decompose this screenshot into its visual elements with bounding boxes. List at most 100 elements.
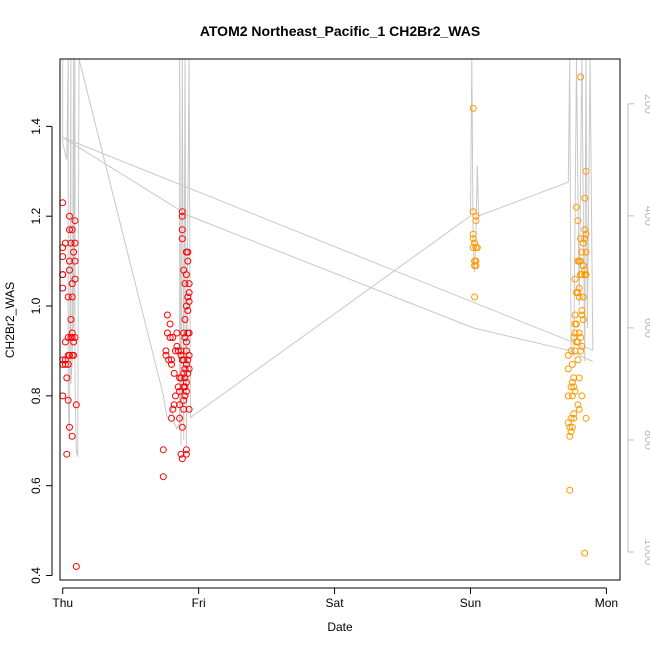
data-point	[71, 275, 79, 283]
data-point	[63, 450, 71, 458]
line-series	[62, 58, 594, 457]
data-point	[181, 280, 189, 288]
data-point	[71, 217, 79, 225]
data-point	[185, 289, 193, 297]
data-point	[182, 378, 190, 386]
data-point	[582, 414, 590, 422]
data-point	[185, 365, 193, 373]
data-point	[185, 351, 193, 359]
data-point	[581, 549, 589, 557]
data-point	[159, 473, 167, 481]
data-point	[178, 423, 186, 431]
data-point	[575, 284, 583, 292]
x-tick-label: Mon	[595, 596, 618, 610]
data-point	[570, 414, 578, 422]
data-point	[571, 329, 579, 337]
data-point	[581, 266, 589, 274]
data-point	[70, 248, 78, 256]
data-point	[184, 369, 192, 377]
data-point	[71, 334, 79, 341]
data-point	[566, 432, 574, 440]
data-point	[172, 392, 179, 400]
data-point	[59, 271, 67, 279]
data-point	[184, 257, 192, 265]
data-point	[182, 387, 190, 395]
data-point	[184, 293, 192, 301]
chart-title: ATOM2 Northeast_Pacific_1 CH2Br2_WAS	[200, 23, 480, 39]
plot-border	[59, 58, 621, 581]
data-point	[568, 378, 576, 386]
y-tick-label: 0.8	[29, 387, 43, 404]
y2-tick-label: 1000	[642, 539, 650, 566]
x-tick-label: Sat	[326, 596, 345, 610]
data-point	[575, 329, 583, 337]
data-point	[176, 401, 184, 409]
data-point	[180, 369, 188, 377]
data-point	[568, 392, 576, 400]
data-point	[173, 329, 181, 337]
data-point	[567, 347, 575, 355]
y2-tick-label: 200	[642, 94, 650, 114]
data-point	[176, 387, 184, 395]
y2-tick-label: 800	[642, 430, 650, 450]
data-point	[181, 316, 189, 323]
data-point	[564, 351, 572, 359]
data-point	[582, 248, 590, 256]
data-point	[182, 338, 190, 346]
data-point	[579, 239, 587, 247]
data-point	[173, 342, 181, 350]
data-point	[184, 356, 192, 364]
y2-tick-label: 400	[642, 206, 650, 226]
data-point	[71, 239, 79, 247]
data-point	[575, 293, 583, 301]
data-point	[564, 365, 572, 373]
data-point	[68, 293, 76, 301]
data-point	[570, 374, 578, 382]
data-point	[166, 334, 174, 341]
data-point	[68, 226, 76, 234]
data-point	[66, 423, 73, 431]
data-point	[579, 293, 587, 301]
data-point	[163, 311, 171, 319]
data-point	[68, 432, 76, 440]
data-point	[178, 455, 186, 463]
data-point	[581, 235, 589, 243]
data-point	[472, 257, 480, 265]
plot-frame	[59, 58, 621, 581]
data-point	[579, 262, 587, 270]
data-point	[67, 239, 75, 247]
data-point	[581, 194, 589, 202]
data-point	[67, 316, 75, 323]
data-point	[570, 410, 578, 418]
data-point	[185, 329, 193, 337]
data-point	[185, 280, 193, 288]
data-point	[174, 383, 182, 391]
data-point	[570, 383, 578, 391]
line-layer	[62, 58, 594, 457]
data-point	[574, 217, 582, 225]
data-point	[564, 392, 572, 400]
y-tick-label: 0.4	[29, 567, 43, 584]
data-point	[66, 266, 73, 274]
data-point	[469, 235, 477, 243]
data-point	[159, 446, 167, 454]
data-point	[471, 293, 479, 301]
y-axis: 0.4 0.6 0.8 1.0 1.2 1.4	[29, 118, 53, 584]
data-point	[64, 396, 72, 404]
data-point	[180, 396, 188, 404]
data-point	[182, 271, 190, 279]
data-point	[177, 450, 185, 458]
data-point	[182, 446, 190, 454]
data-point	[182, 450, 190, 458]
data-point	[566, 423, 574, 431]
data-point	[59, 244, 67, 252]
data-point	[168, 414, 175, 422]
data-point	[574, 401, 582, 409]
data-point	[166, 320, 174, 328]
y-tick-label: 1.4	[29, 118, 43, 135]
data-point	[177, 347, 185, 355]
data-point	[575, 405, 583, 413]
data-point	[170, 369, 178, 377]
data-point	[577, 73, 585, 81]
data-point	[59, 199, 67, 207]
